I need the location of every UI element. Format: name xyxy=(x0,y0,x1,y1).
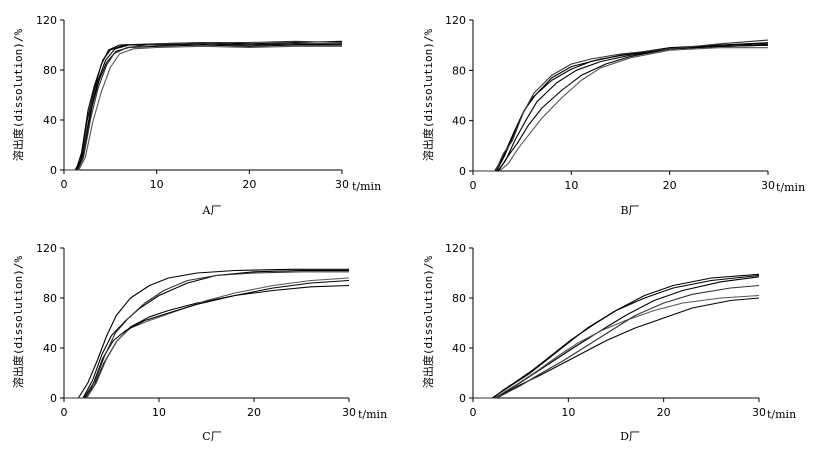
y-tick-label: 80 xyxy=(43,64,57,77)
y-tick-label: 80 xyxy=(452,292,466,305)
y-tick-label: 120 xyxy=(36,14,57,27)
panel-c: 溶出度(dissolution)/% 0 40 80 120 0 10 20 30 t/mi… xyxy=(11,242,387,443)
series-line-6 xyxy=(473,284,760,399)
series-line-1 xyxy=(64,268,349,399)
x-ticks: 0 10 20 30 xyxy=(61,398,356,419)
y-tick-label: 40 xyxy=(452,342,466,355)
x-tick-label: 30 xyxy=(752,406,766,419)
y-tick-label: 0 xyxy=(459,165,466,178)
panel-d: 溶出度(dissolution)/% 0 40 80 120 0 10 20 30 t/mi… xyxy=(421,242,796,443)
y-tick-label: 0 xyxy=(50,164,57,177)
x-ticks: 0 10 20 30 xyxy=(470,171,775,192)
series-line-2 xyxy=(473,43,769,172)
series-line-4 xyxy=(473,47,768,172)
x-tick-label: 10 xyxy=(150,178,164,191)
x-ticks: 0 10 20 30 xyxy=(470,398,766,419)
series-line-6 xyxy=(64,40,343,171)
y-axis-label: 溶出度(dissolution)/% xyxy=(421,255,435,388)
series-line-4 xyxy=(64,45,342,171)
x-axis-label: t/min xyxy=(767,408,796,421)
y-tick-label: 40 xyxy=(43,114,57,127)
x-axis-label: t/min xyxy=(352,180,381,193)
series-line-4 xyxy=(473,294,760,399)
series-line-6 xyxy=(473,39,769,172)
x-ticks: 0 10 20 30 xyxy=(61,170,349,191)
x-tick-label: 10 xyxy=(564,179,578,192)
x-tick-label: 10 xyxy=(561,406,575,419)
panel-caption: B厂 xyxy=(620,204,639,217)
series-line-2 xyxy=(473,276,760,399)
x-tick-label: 10 xyxy=(152,406,166,419)
series-curves xyxy=(64,40,343,171)
y-tick-label: 80 xyxy=(452,64,466,77)
x-axis-label: t/min xyxy=(776,181,805,194)
x-tick-label: 0 xyxy=(470,179,477,192)
y-tick-label: 120 xyxy=(36,242,57,255)
y-axis-label: 溶出度(dissolution)/% xyxy=(421,28,435,161)
series-curves xyxy=(64,268,350,399)
y-tick-label: 0 xyxy=(50,392,57,405)
panel-caption: C厂 xyxy=(202,430,221,443)
series-curves xyxy=(473,273,760,399)
x-tick-label: 20 xyxy=(242,178,256,191)
x-axis-label: t/min xyxy=(358,408,387,421)
y-tick-label: 0 xyxy=(459,392,466,405)
y-ticks: 0 40 80 120 xyxy=(36,14,64,177)
y-tick-label: 80 xyxy=(43,292,57,305)
x-tick-label: 0 xyxy=(61,406,68,419)
panel-b: 溶出度(dissolution)/% 0 40 80 120 0 10 20 30 t/mi… xyxy=(421,14,805,217)
series-line-2 xyxy=(64,269,349,399)
series-curves xyxy=(473,39,769,172)
y-axis-label: 溶出度(dissolution)/% xyxy=(11,28,25,161)
series-line-3 xyxy=(64,44,342,171)
y-ticks: 0 40 80 120 xyxy=(445,242,473,405)
series-line-5 xyxy=(64,279,350,399)
y-ticks: 0 40 80 120 xyxy=(445,14,473,178)
y-tick-label: 40 xyxy=(43,342,57,355)
y-tick-label: 120 xyxy=(445,242,466,255)
x-tick-label: 20 xyxy=(247,406,261,419)
y-axis-label: 溶出度(dissolution)/% xyxy=(11,255,25,388)
x-tick-label: 20 xyxy=(663,179,677,192)
panel-caption: D厂 xyxy=(620,430,640,443)
series-line-1 xyxy=(473,42,769,172)
x-tick-label: 0 xyxy=(61,178,68,191)
series-line-4 xyxy=(64,277,350,399)
series-line-2 xyxy=(64,43,342,171)
x-tick-label: 20 xyxy=(657,406,671,419)
y-ticks: 0 40 80 120 xyxy=(36,242,64,405)
series-line-5 xyxy=(64,43,343,171)
series-line-5 xyxy=(473,44,769,172)
x-tick-label: 30 xyxy=(335,178,349,191)
y-tick-label: 40 xyxy=(452,115,466,128)
panel-caption: A厂 xyxy=(202,204,222,217)
series-line-5 xyxy=(473,274,760,399)
panel-a: 溶出度(dissolution)/% 0 40 80 120 0 10 20 30 t/mi… xyxy=(11,14,381,217)
x-tick-label: 30 xyxy=(761,179,775,192)
series-line-6 xyxy=(64,271,349,399)
x-tick-label: 0 xyxy=(470,406,477,419)
y-tick-label: 120 xyxy=(445,14,466,27)
series-line-3 xyxy=(473,44,769,172)
x-tick-label: 30 xyxy=(342,406,356,419)
